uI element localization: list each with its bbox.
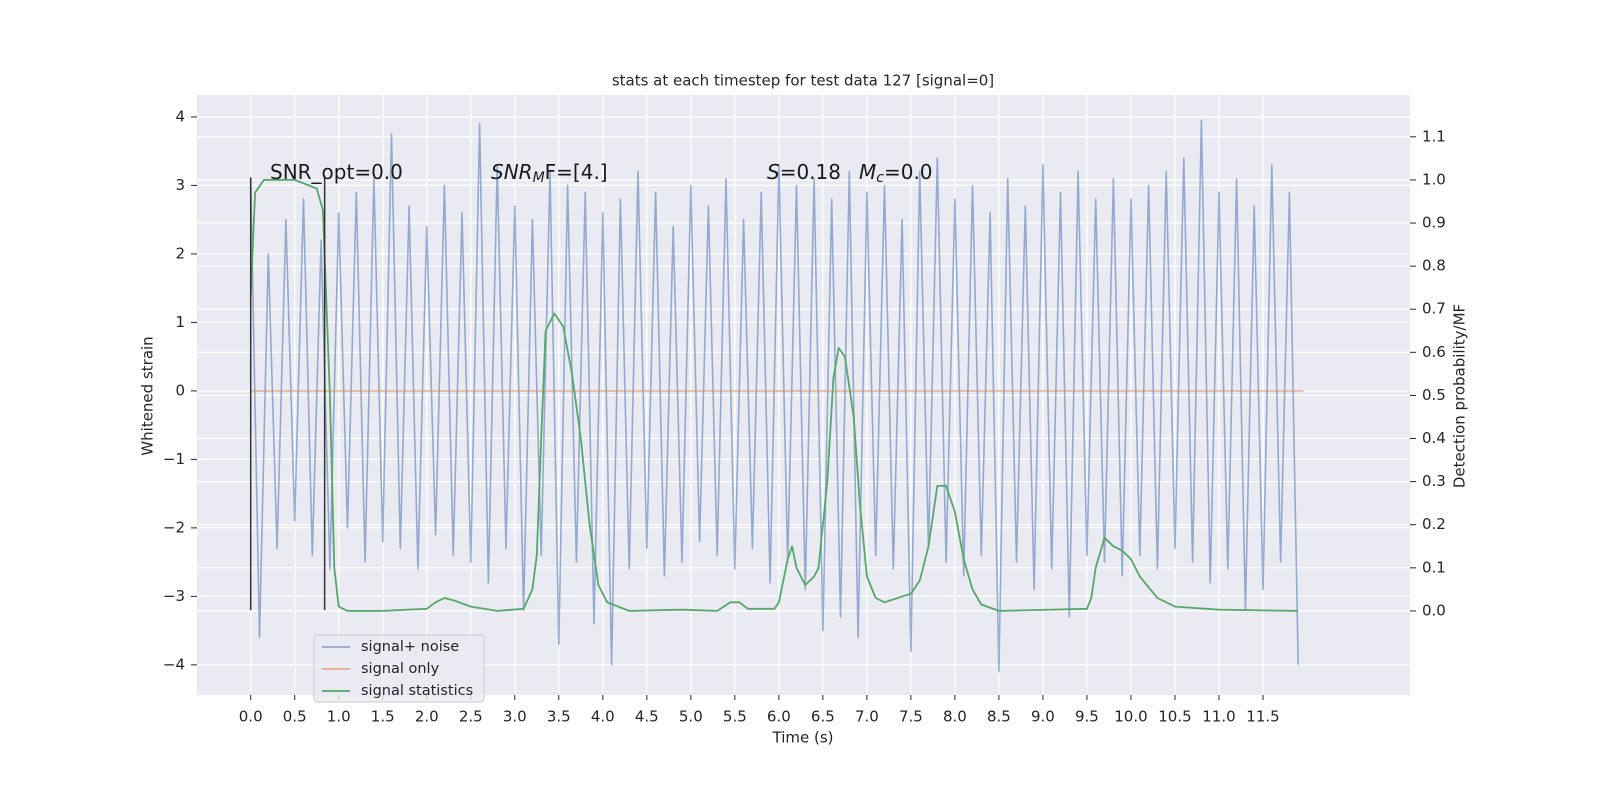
y-tick-label: −1 xyxy=(163,450,185,468)
series-line xyxy=(249,119,1299,673)
x-tick-label: 4.0 xyxy=(591,708,615,726)
annotation-rest: F=[4.] xyxy=(545,160,608,184)
x-tick-label: 10.0 xyxy=(1114,708,1147,726)
legend-label: signal only xyxy=(361,661,440,677)
x-tick-label: 9.5 xyxy=(1075,708,1099,726)
annotation-math: M xyxy=(859,160,876,184)
x-tick-label: 2.0 xyxy=(415,708,439,726)
chart-title: stats at each timestep for test data 127… xyxy=(612,72,994,90)
x-tick-label: 3.5 xyxy=(547,708,571,726)
y-tick-label: 2 xyxy=(175,244,185,262)
legend: signal+ noise signal only signal statistic… xyxy=(313,634,485,703)
y2-axis-label: Detection probability/MF xyxy=(1451,304,1469,488)
y2-tick-label: 0.1 xyxy=(1422,558,1446,576)
x-tick-label: 5.0 xyxy=(679,708,703,726)
x-tick-label: 9.0 xyxy=(1031,708,1055,726)
x-tick-label: 8.0 xyxy=(943,708,967,726)
annotation: Mc=0.0 xyxy=(859,160,933,187)
x-tick-label: 6.0 xyxy=(767,708,791,726)
annotations: SNR_opt=0.0 SNRMF=[4.] S=0.18 Mc=0.0 xyxy=(270,160,933,187)
y2-tick-label: 1.1 xyxy=(1422,127,1446,145)
y-tick-label: −4 xyxy=(163,655,185,673)
x-tick-label: 11.0 xyxy=(1202,708,1235,726)
y-tick-label: −2 xyxy=(163,518,185,536)
y-tick-label: 0 xyxy=(175,381,185,399)
y2-tick-label: 0.6 xyxy=(1422,343,1446,361)
x-tick-label: 1.0 xyxy=(327,708,351,726)
annotation-math: SNR xyxy=(491,160,533,184)
y-tick-label: 4 xyxy=(175,107,185,125)
y2-tick-label: 0.5 xyxy=(1422,386,1446,404)
x-tick-label: 1.5 xyxy=(371,708,395,726)
ticks: 0.0 0.5 1.0 1.5 2.0 2.5 3.0 3.5 4.0 4.5 5.0 5.5 6.0 6… xyxy=(163,107,1446,725)
legend-box xyxy=(313,634,485,703)
annotation: SNR_opt=0.0 xyxy=(270,160,403,184)
x-axis-label: Time (s) xyxy=(772,729,834,747)
x-tick-label: 0.5 xyxy=(283,708,307,726)
annotation: S=0.18 xyxy=(767,160,841,184)
y-axis-label: Whitened strain xyxy=(139,336,157,455)
marks xyxy=(249,119,1304,673)
annotation: SNRMF=[4.] xyxy=(491,160,608,187)
legend-label: signal+ noise xyxy=(361,639,459,655)
annotation-subscript: M xyxy=(533,170,545,186)
y2-tick-label: 1.0 xyxy=(1422,170,1446,188)
y-tick-label: −3 xyxy=(163,587,185,605)
annotation-subscript: c xyxy=(876,170,884,186)
x-tick-label: 2.5 xyxy=(459,708,483,726)
annotation-rest: =0.18 xyxy=(780,160,841,184)
y2-tick-label: 0.7 xyxy=(1422,300,1446,318)
x-tick-label: 4.5 xyxy=(635,708,659,726)
y2-tick-label: 0.0 xyxy=(1422,601,1446,619)
legend-label: signal statistics xyxy=(361,683,473,699)
y2-tick-label: 0.3 xyxy=(1422,472,1446,490)
x-tick-label: 10.5 xyxy=(1158,708,1191,726)
annotation-math: S xyxy=(767,160,780,184)
y-tick-label: 1 xyxy=(175,313,185,331)
x-tick-label: 5.5 xyxy=(723,708,747,726)
x-tick-label: 7.0 xyxy=(855,708,879,726)
x-tick-label: 6.5 xyxy=(811,708,835,726)
y-tick-label: 3 xyxy=(175,176,185,194)
y2-tick-label: 0.4 xyxy=(1422,429,1446,447)
annotation-rest: =0.0 xyxy=(884,160,933,184)
y2-tick-label: 0.8 xyxy=(1422,257,1446,275)
series-line xyxy=(249,179,1299,612)
y2-tick-label: 0.9 xyxy=(1422,214,1446,232)
annotation-text: SNR_opt=0.0 xyxy=(270,160,403,184)
x-tick-label: 0.0 xyxy=(239,708,263,726)
grid xyxy=(197,95,1410,695)
x-tick-label: 11.5 xyxy=(1246,708,1279,726)
x-tick-label: 8.5 xyxy=(987,708,1011,726)
y2-tick-label: 0.2 xyxy=(1422,515,1446,533)
x-tick-label: 3.0 xyxy=(503,708,527,726)
x-tick-label: 7.5 xyxy=(899,708,923,726)
